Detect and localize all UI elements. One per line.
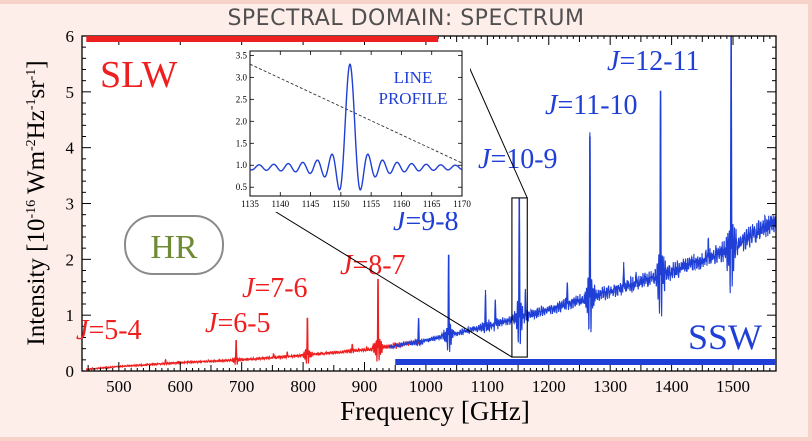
inset-x-tick-label: 1140: [271, 199, 289, 209]
y-tick-label: 3: [66, 195, 75, 214]
y-tick-label: 5: [66, 83, 75, 102]
line-profile-label-line2: PROFILE: [379, 89, 448, 108]
inset-y-tick-label: 1.0: [236, 160, 248, 170]
inset-profile-line: [249, 63, 463, 191]
y-tick-label: 6: [66, 27, 75, 46]
transition-label: J=12-11: [607, 46, 700, 77]
inset-y-tick-label: 0.5: [236, 182, 248, 192]
inset-x-tick-label: 1165: [423, 199, 441, 209]
series-ssw: [388, 39, 777, 353]
slw-band-label: SLW: [100, 54, 178, 96]
transition-label-j: J: [478, 144, 492, 175]
slide-title: SPECTRAL DOMAIN: SPECTRUM: [227, 6, 585, 31]
hr-badge: [124, 215, 224, 275]
inset-y-tick-label: 3.5: [236, 50, 248, 60]
inset-frame: [249, 50, 463, 197]
transition-label-rest: =6-5: [217, 308, 270, 339]
transition-label: J=8-7: [340, 250, 406, 281]
x-tick-label: 500: [106, 377, 132, 396]
inset-y-tick-label: 2.5: [236, 94, 248, 104]
line-profile-label-line1: LINE: [394, 68, 433, 87]
main-axes: 500 600 700 800 900 1000 1100 1200 1300 1400 1500 0…: [66, 27, 777, 396]
transition-label-rest: =5-4: [88, 315, 141, 346]
x-tick-label: 800: [290, 377, 316, 396]
transition-label: J=10-9: [478, 144, 558, 175]
x-axis-label: Frequency [GHz]: [340, 396, 530, 426]
inset-y-tick-label: 1.5: [236, 138, 248, 148]
x-tick-label: 1400: [655, 377, 689, 396]
slide-border-bottom: [0, 437, 812, 441]
x-tick-label: 1000: [409, 377, 443, 396]
line-profile-inset: 1135 1140 1145 1150 1155 1160 1165 1170 0.5 1.0 1.…: [228, 45, 528, 358]
transition-label-j: J: [607, 46, 621, 77]
y-tick-label: 2: [66, 250, 75, 269]
slide-border-right: [808, 0, 812, 441]
y-tick-label: 1: [66, 306, 75, 325]
inset-x-tick-label: 1160: [393, 199, 411, 209]
series-slw: [85, 279, 421, 371]
line-profile-label: LINE PROFILE: [379, 68, 448, 108]
inset-x-tick-label: 1145: [302, 199, 320, 209]
transition-label: J=6-5: [205, 308, 271, 339]
transition-label: J=7-6: [242, 273, 308, 304]
zoom-connector-right: [461, 50, 528, 199]
y-tick-label: 4: [66, 139, 75, 158]
transition-label-j: J: [205, 308, 219, 339]
transition-label-j: J: [76, 315, 90, 346]
ssw-band-label: SSW: [688, 317, 762, 357]
x-tick-label: 700: [229, 377, 255, 396]
transition-label-rest: =10-9: [490, 144, 557, 175]
inset-x-tick-label: 1155: [362, 199, 380, 209]
inset-x-tick-label: 1150: [332, 199, 350, 209]
x-tick-label: 1300: [593, 377, 627, 396]
transition-label-j: J: [545, 90, 559, 121]
x-tick-label: 1200: [532, 377, 566, 396]
x-tick-label: 1500: [716, 377, 750, 396]
x-tick-label: 900: [352, 377, 378, 396]
x-tick-label: 1100: [471, 377, 504, 396]
hr-badge-label: HR: [150, 229, 198, 266]
transition-label-rest: =7-6: [254, 273, 307, 304]
y-axis-label: Intensity [10-16 Wm-2Hz-1sr-1]: [23, 60, 50, 345]
transition-label-rest: =8-7: [352, 250, 405, 281]
slide-border-top: [0, 0, 812, 4]
inset-y-tick-label: 3.0: [236, 72, 248, 82]
zoom-box: [511, 197, 528, 358]
y-tick-label: 0: [66, 362, 75, 381]
inset-y-tick-label: 2.0: [236, 116, 248, 126]
inset-x-tick-label: 1170: [453, 199, 471, 209]
transition-label-j: J: [242, 273, 256, 304]
transition-label: J=5-4: [76, 315, 142, 346]
inset-trend-line: [249, 63, 463, 164]
transition-label-rest: =11-10: [557, 90, 637, 121]
inset-x-tick-label: 1135: [241, 199, 259, 209]
transition-label: J=11-10: [545, 90, 638, 121]
x-tick-label: 600: [168, 377, 194, 396]
transition-label-rest: =12-11: [619, 46, 699, 77]
zoom-connector-left: [249, 195, 513, 358]
spectrum-series: [85, 36, 777, 371]
transition-label-j: J: [393, 206, 407, 237]
